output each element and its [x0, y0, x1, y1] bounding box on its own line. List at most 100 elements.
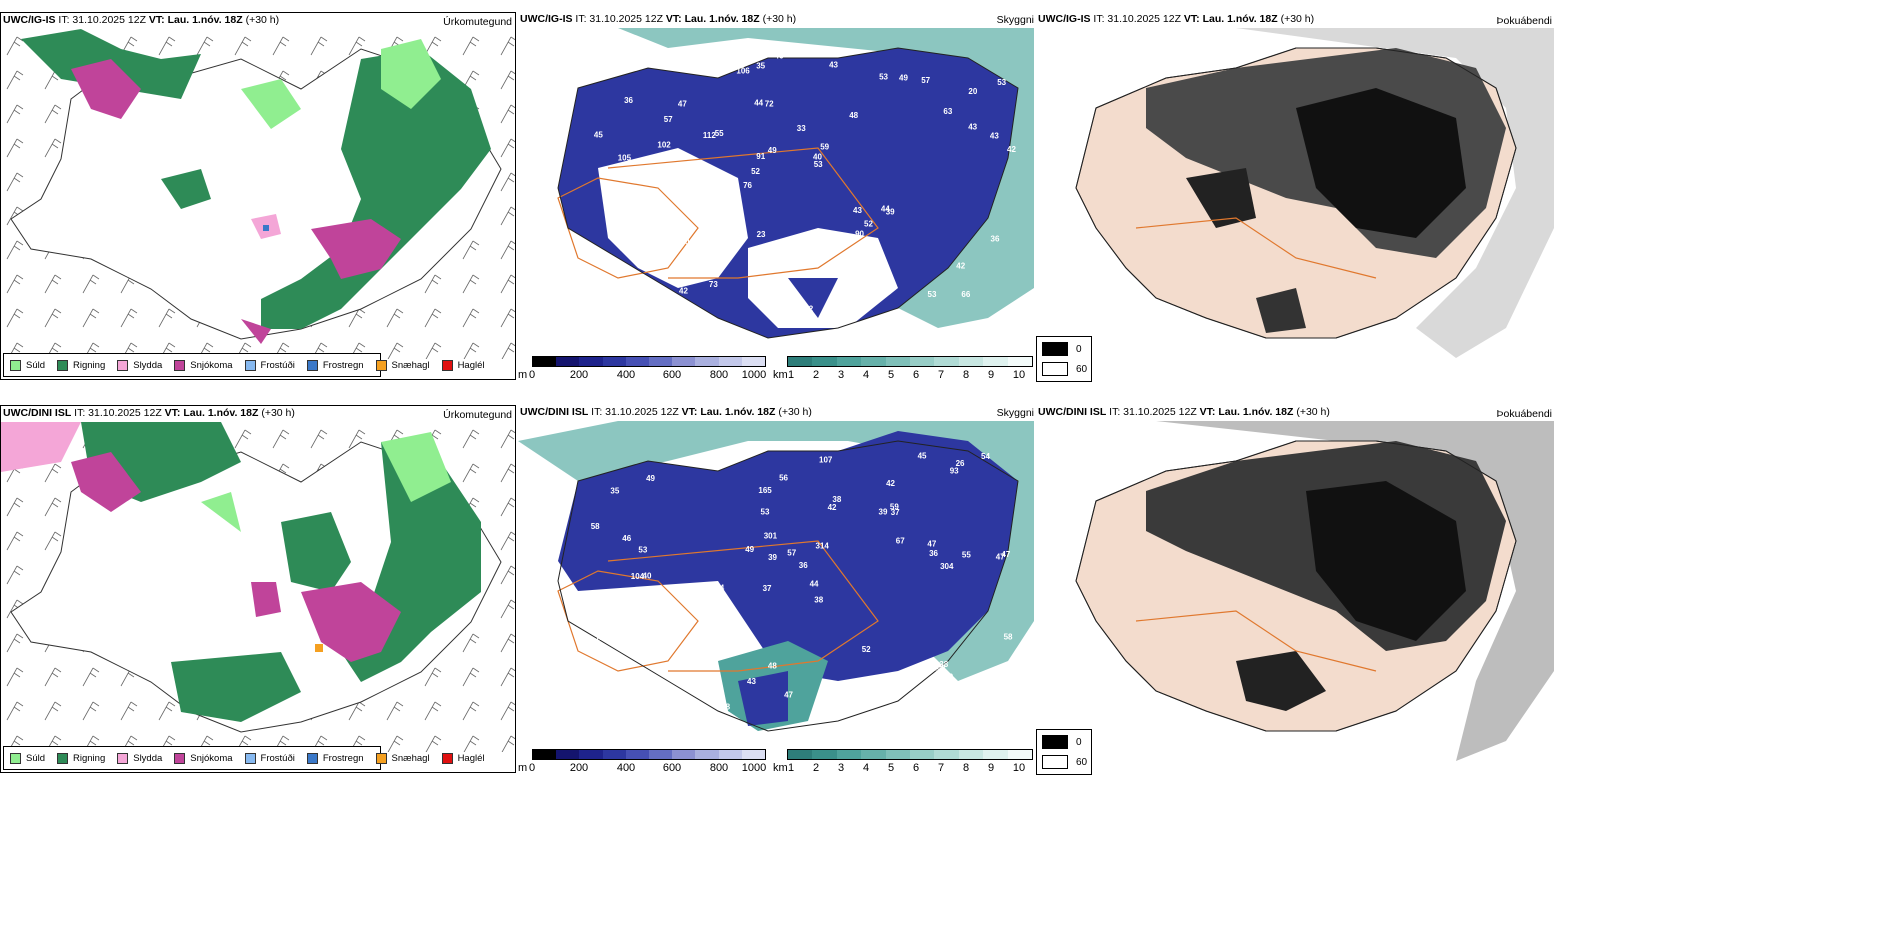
panel-title: Þokuábendi — [1496, 15, 1552, 27]
colorbar-unit: km — [773, 762, 788, 774]
model-name: UWC/IG-IS — [1038, 13, 1091, 25]
legend-label: Frostúði — [260, 359, 295, 371]
precip-map — [1, 29, 515, 359]
colorbar-segment — [861, 357, 886, 366]
visibility-value-label: 47 — [793, 254, 802, 263]
legend-swatch — [441, 752, 453, 764]
colorbar-segment — [958, 750, 984, 759]
fog-legend-label: 0 — [1076, 736, 1082, 748]
fog-legend-bottom: 0 60 — [1036, 729, 1092, 775]
panel-header: UWC/IG-IS IT: 31.10.2025 12Z VT: Lau. 1.… — [520, 13, 796, 25]
legend-item: Haglél — [441, 359, 485, 371]
legend-item: Haglél — [441, 752, 485, 764]
model-name: UWC/DINI ISL — [3, 407, 72, 419]
panel-title: Úrkomutegund — [443, 16, 512, 28]
visibility-value-label: 52 — [864, 219, 873, 228]
valid-time: Lau. 1.nóv. 18Z — [684, 13, 760, 25]
legend-swatch — [117, 359, 129, 371]
panel-fog-top: UWC/IG-IS IT: 31.10.2025 12Z VT: Lau. 1.… — [1036, 12, 1554, 380]
legend-swatch — [306, 359, 318, 371]
legend-swatch — [244, 752, 256, 764]
visibility-value-label: 44 — [881, 205, 890, 214]
visibility-value-label: 40 — [612, 589, 621, 598]
visibility-value-label: 45 — [594, 131, 603, 140]
legend-item: Frostregn — [306, 752, 364, 764]
legend-item: Slydda — [117, 752, 162, 764]
visibility-value-label: 38 — [714, 459, 723, 468]
visibility-value-label: 44 — [715, 584, 724, 593]
precip-legend: Súld Rigning Slydda Snjókoma Frostúði Fr… — [3, 353, 485, 377]
visibility-value-label: 46 — [775, 52, 784, 61]
visibility-value-label: 58 — [820, 702, 829, 711]
colorbar-segment — [885, 357, 911, 366]
visibility-value-label: 53 — [761, 508, 770, 517]
visibility-value-label: 55 — [715, 129, 724, 138]
lead-time: (+30 h) — [242, 14, 280, 26]
colorbar-segment — [625, 357, 650, 366]
visibility-value-label: 41 — [617, 640, 626, 649]
legend-label: Snjókoma — [190, 752, 233, 764]
visibility-value-label: 44 — [810, 579, 819, 588]
visibility-value-label: 142 — [595, 634, 609, 643]
legend-swatch — [10, 359, 21, 371]
colorbar-segment — [1007, 357, 1033, 366]
panel-title: Skyggni — [996, 14, 1034, 26]
visibility-value-label: 57 — [787, 549, 796, 558]
fog-map — [1036, 28, 1554, 378]
fog-legend-label: 60 — [1076, 363, 1088, 375]
colorbar-segment — [788, 357, 813, 366]
colorbar-segment — [812, 357, 837, 366]
colorbar-tick: 8 — [962, 762, 970, 774]
panel-header: UWC/DINI ISL IT: 31.10.2025 12Z VT: Lau.… — [520, 406, 812, 418]
valid-time: Lau. 1.nóv. 18Z — [1218, 406, 1294, 418]
visibility-value-label: 107 — [819, 455, 833, 464]
colorbar-segment — [812, 750, 837, 759]
visibility-value-label: 35 — [610, 487, 619, 496]
visibility-value-label: 314 — [816, 542, 830, 551]
visibility-value-label: 39 — [879, 507, 888, 516]
panel-title: Úrkomutegund — [443, 409, 512, 421]
valid-time: Lau. 1.nóv. 18Z — [183, 407, 259, 419]
fog-legend-swatch — [1042, 342, 1068, 356]
panel-header: UWC/DINI ISL IT: 31.10.2025 12Z VT: Lau.… — [3, 407, 295, 419]
visibility-colorbar-m: m 0 200 400 600 800 1000 — [518, 356, 768, 386]
legend-swatch — [57, 752, 69, 764]
legend-swatch — [174, 752, 186, 764]
colorbar-tick: 2 — [812, 762, 820, 774]
visibility-value-label: 41 — [664, 254, 673, 263]
colorbar-unit: m — [518, 762, 528, 774]
visibility-value-label: 47 — [844, 264, 853, 273]
legend-item: Frostúði — [244, 752, 295, 764]
legend-swatch — [174, 359, 186, 371]
visibility-value-label: 58 — [591, 522, 600, 531]
visibility-value-label: 50 — [681, 237, 690, 246]
visibility-value-label: 40 — [643, 572, 652, 581]
legend-label: Snæhagl — [391, 359, 430, 371]
colorbar-segment — [885, 750, 911, 759]
visibility-value-label: 63 — [943, 107, 952, 116]
colorbar-tick: 400 — [616, 762, 636, 774]
lead-time: (+30 h) — [775, 406, 812, 418]
fog-legend-top: 0 60 — [1036, 336, 1092, 382]
colorbar-segment — [983, 750, 1008, 759]
panel-header: UWC/DINI ISL IT: 31.10.2025 12Z VT: Lau.… — [1038, 406, 1330, 418]
colorbar-segment — [695, 750, 719, 759]
visibility-value-label: 39 — [639, 294, 648, 303]
lead-time: (+30 h) — [1293, 406, 1330, 418]
visibility-value-label: 38 — [814, 596, 823, 605]
colorbar-strip — [787, 356, 1033, 367]
colorbar-segment — [741, 357, 766, 366]
legend-item: Rigning — [57, 359, 105, 371]
legend-label: Rigning — [73, 752, 106, 764]
visibility-value-label: 49 — [768, 146, 777, 155]
panel-visibility-bottom: UWC/DINI ISL IT: 31.10.2025 12Z VT: Lau.… — [518, 405, 1034, 774]
colorbar-tick: 400 — [616, 369, 636, 381]
legend-swatch — [244, 359, 256, 371]
visibility-value-label: 43 — [968, 123, 977, 132]
legend-item: Súld — [10, 752, 45, 764]
legend-item: Frostregn — [306, 359, 364, 371]
colorbar-strip — [787, 749, 1033, 760]
visibility-value-label: 43 — [829, 61, 838, 70]
colorbar-segment — [649, 750, 673, 759]
colorbar-tick: 0 — [528, 762, 536, 774]
